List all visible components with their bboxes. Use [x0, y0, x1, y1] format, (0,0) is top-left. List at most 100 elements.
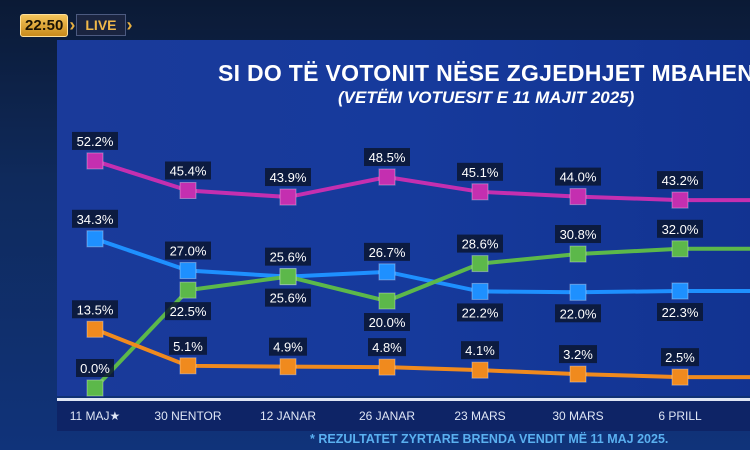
- series-line-green: [93, 246, 750, 390]
- data-label-bg: [661, 348, 699, 367]
- data-label-green: 30.8%: [560, 227, 597, 242]
- data-label-magenta: 45.1%: [462, 165, 499, 180]
- data-label-bg: [165, 302, 211, 321]
- data-label-bg: [165, 161, 211, 180]
- data-label-bg: [657, 302, 703, 321]
- data-label-bg: [364, 148, 410, 167]
- data-point-magenta: [671, 191, 689, 209]
- data-label-orange: 3.2%: [563, 347, 593, 362]
- data-label-bg: [364, 313, 410, 331]
- footnote: * REZULTATET ZYRTARE BRENDA VENDIT MË 11…: [310, 432, 669, 446]
- chart-subtitle: (VETËM VOTUESIT E 11 MAJIT 2025): [338, 88, 635, 107]
- x-tick-label: 30 MARS: [552, 409, 604, 423]
- data-label-bg: [555, 167, 601, 186]
- data-label-magenta: 44.0%: [560, 170, 597, 185]
- x-tick-label: 12 JANAR: [259, 409, 317, 423]
- data-label-bg: [457, 162, 503, 181]
- data-label-bg: [169, 336, 207, 355]
- data-label-bg: [72, 300, 118, 319]
- data-point-blue: [86, 230, 104, 248]
- data-label-orange: 4.8%: [372, 340, 402, 355]
- data-point-blue: [671, 282, 689, 300]
- data-point-orange: [569, 365, 587, 383]
- data-label-green: 28.6%: [462, 237, 499, 252]
- data-label-bg: [657, 219, 703, 238]
- data-point-orange: [378, 358, 396, 376]
- data-label-magenta: 52.2%: [77, 134, 114, 149]
- data-label-magenta: 43.2%: [662, 173, 699, 188]
- data-label-magenta: 48.5%: [369, 150, 406, 165]
- data-point-magenta: [279, 188, 297, 206]
- chart-title: SI DO TË VOTONIT NËSE ZGJEDHJET MBAHEN: [218, 60, 750, 86]
- data-label-orange: 4.9%: [273, 340, 303, 355]
- data-point-magenta: [471, 183, 489, 201]
- data-label-green: 22.5%: [170, 304, 207, 319]
- data-label-orange: 13.5%: [77, 302, 114, 317]
- data-label-bg: [165, 241, 211, 260]
- data-label-bg: [364, 242, 410, 261]
- data-point-orange: [179, 357, 197, 375]
- x-tick-label: 11 MAJ★: [69, 409, 121, 423]
- x-tick-label: 30 NENTOR: [154, 409, 222, 423]
- data-label-bg: [265, 168, 311, 187]
- data-point-green: [671, 240, 689, 258]
- data-label-bg: [72, 131, 118, 150]
- x-tick-label: 26 JANAR: [358, 409, 416, 423]
- clock: 22:50: [20, 13, 69, 37]
- data-label-green: 25.6%: [270, 291, 307, 306]
- data-label-green: 32.0%: [662, 222, 699, 237]
- data-point-green: [279, 268, 297, 286]
- data-label-blue: 26.7%: [369, 245, 406, 260]
- chart-panel: [57, 40, 750, 396]
- live-badge: 22:50 › LIVE ›: [20, 13, 134, 37]
- series-line-orange: [94, 327, 750, 380]
- line-chart: 52.2% 45.4% 43.9% 48.5% 45.1% 44.0% 43.2% 34.3%…: [72, 131, 750, 397]
- x-axis: 11 MAJ★ 30 NENTOR 12 JANAR 26 JANAR 23 MARS 3…: [57, 398, 750, 431]
- data-point-green: [378, 292, 396, 310]
- data-point-blue: [471, 282, 489, 300]
- data-label-blue: 22.0%: [560, 306, 597, 321]
- data-point-orange: [279, 358, 297, 376]
- data-label-bg: [265, 247, 311, 266]
- data-label-bg: [555, 304, 601, 323]
- data-label-blue: 27.0%: [170, 244, 207, 259]
- data-label-green: 0.0%: [80, 361, 110, 376]
- data-label-blue: 25.6%: [270, 250, 307, 265]
- data-label-bg: [265, 288, 311, 307]
- data-point-magenta: [179, 182, 197, 200]
- x-tick-label: 6 PRILL: [658, 409, 702, 423]
- data-label-green: 20.0%: [369, 315, 406, 330]
- data-label-bg: [555, 225, 601, 244]
- data-point-green: [86, 379, 104, 397]
- data-label-bg: [72, 209, 118, 228]
- data-label-bg: [457, 303, 503, 322]
- data-label-orange: 5.1%: [173, 339, 203, 354]
- data-point-orange: [671, 368, 689, 386]
- series-line-magenta: [94, 159, 750, 203]
- data-label-bg: [657, 171, 703, 190]
- data-label-bg: [269, 337, 307, 356]
- live-label: LIVE: [76, 14, 126, 36]
- chevron-right-icon: ›: [126, 14, 133, 35]
- data-label-bg: [559, 345, 597, 364]
- data-label-orange: 2.5%: [665, 350, 695, 365]
- data-point-magenta: [569, 188, 587, 206]
- data-label-blue: 34.3%: [77, 212, 114, 227]
- data-point-green: [179, 281, 197, 299]
- data-label-magenta: 43.9%: [270, 170, 307, 185]
- data-point-magenta: [86, 152, 104, 170]
- data-label-magenta: 45.4%: [170, 164, 207, 179]
- x-tick-label: 23 MARS: [454, 409, 506, 423]
- data-label-blue: 22.3%: [662, 305, 699, 320]
- data-point-blue: [179, 262, 197, 280]
- data-point-green: [569, 245, 587, 263]
- chevron-right-icon: ›: [69, 14, 76, 35]
- data-point-magenta: [378, 168, 396, 186]
- data-point-orange: [86, 320, 104, 338]
- data-point-orange: [471, 361, 489, 379]
- data-label-bg: [457, 234, 503, 253]
- data-point-blue: [378, 263, 396, 281]
- data-label-bg: [76, 359, 114, 377]
- data-label-blue: 22.2%: [462, 305, 499, 320]
- data-point-blue: [569, 283, 587, 301]
